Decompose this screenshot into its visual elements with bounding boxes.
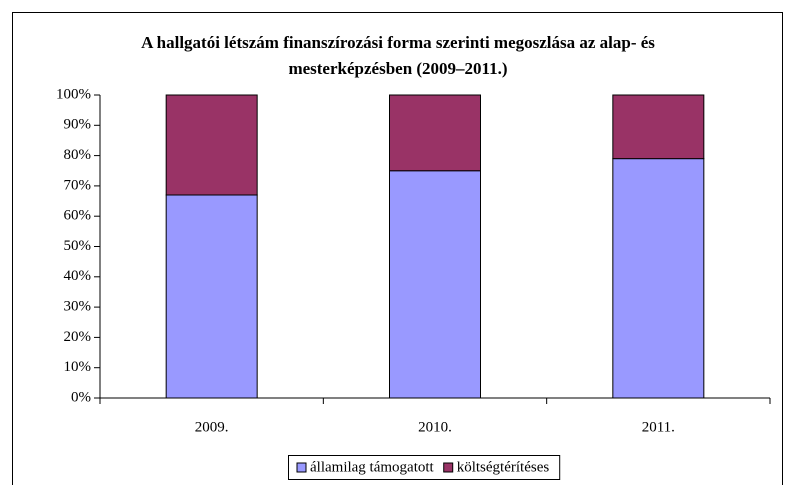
x-tick-label: 2009.	[195, 419, 229, 435]
y-tick-label: 90%	[64, 117, 92, 133]
legend-swatch	[443, 462, 454, 473]
chart-title: mesterképzésben (2009–2011.)	[288, 59, 507, 78]
y-tick-label: 60%	[64, 208, 92, 224]
bar-segment	[612, 94, 705, 160]
y-tick-label: 10%	[64, 359, 92, 375]
x-tick-label: 2011.	[642, 419, 675, 435]
chart-title: A hallgatói létszám finanszírozási forma…	[141, 33, 655, 52]
bar-segment	[165, 194, 258, 399]
y-tick-label: 70%	[64, 177, 92, 193]
legend-label: költségtérítéses	[457, 459, 550, 475]
bar-segment	[389, 94, 481, 172]
y-tick-label: 0%	[71, 389, 91, 405]
y-tick-label: 30%	[64, 299, 92, 315]
x-tick-label: 2010.	[418, 419, 452, 435]
y-tick-label: 20%	[64, 329, 92, 345]
bar-segment	[389, 170, 481, 399]
bar-segment	[165, 94, 258, 196]
bar-segment	[612, 158, 705, 399]
y-tick-label: 100%	[56, 86, 91, 102]
legend-label: államilag támogatott	[310, 459, 435, 475]
y-tick-label: 50%	[64, 238, 92, 254]
legend	[288, 455, 561, 480]
legend-swatch	[296, 462, 307, 473]
y-tick-label: 40%	[64, 268, 92, 284]
y-tick-label: 80%	[64, 147, 92, 163]
